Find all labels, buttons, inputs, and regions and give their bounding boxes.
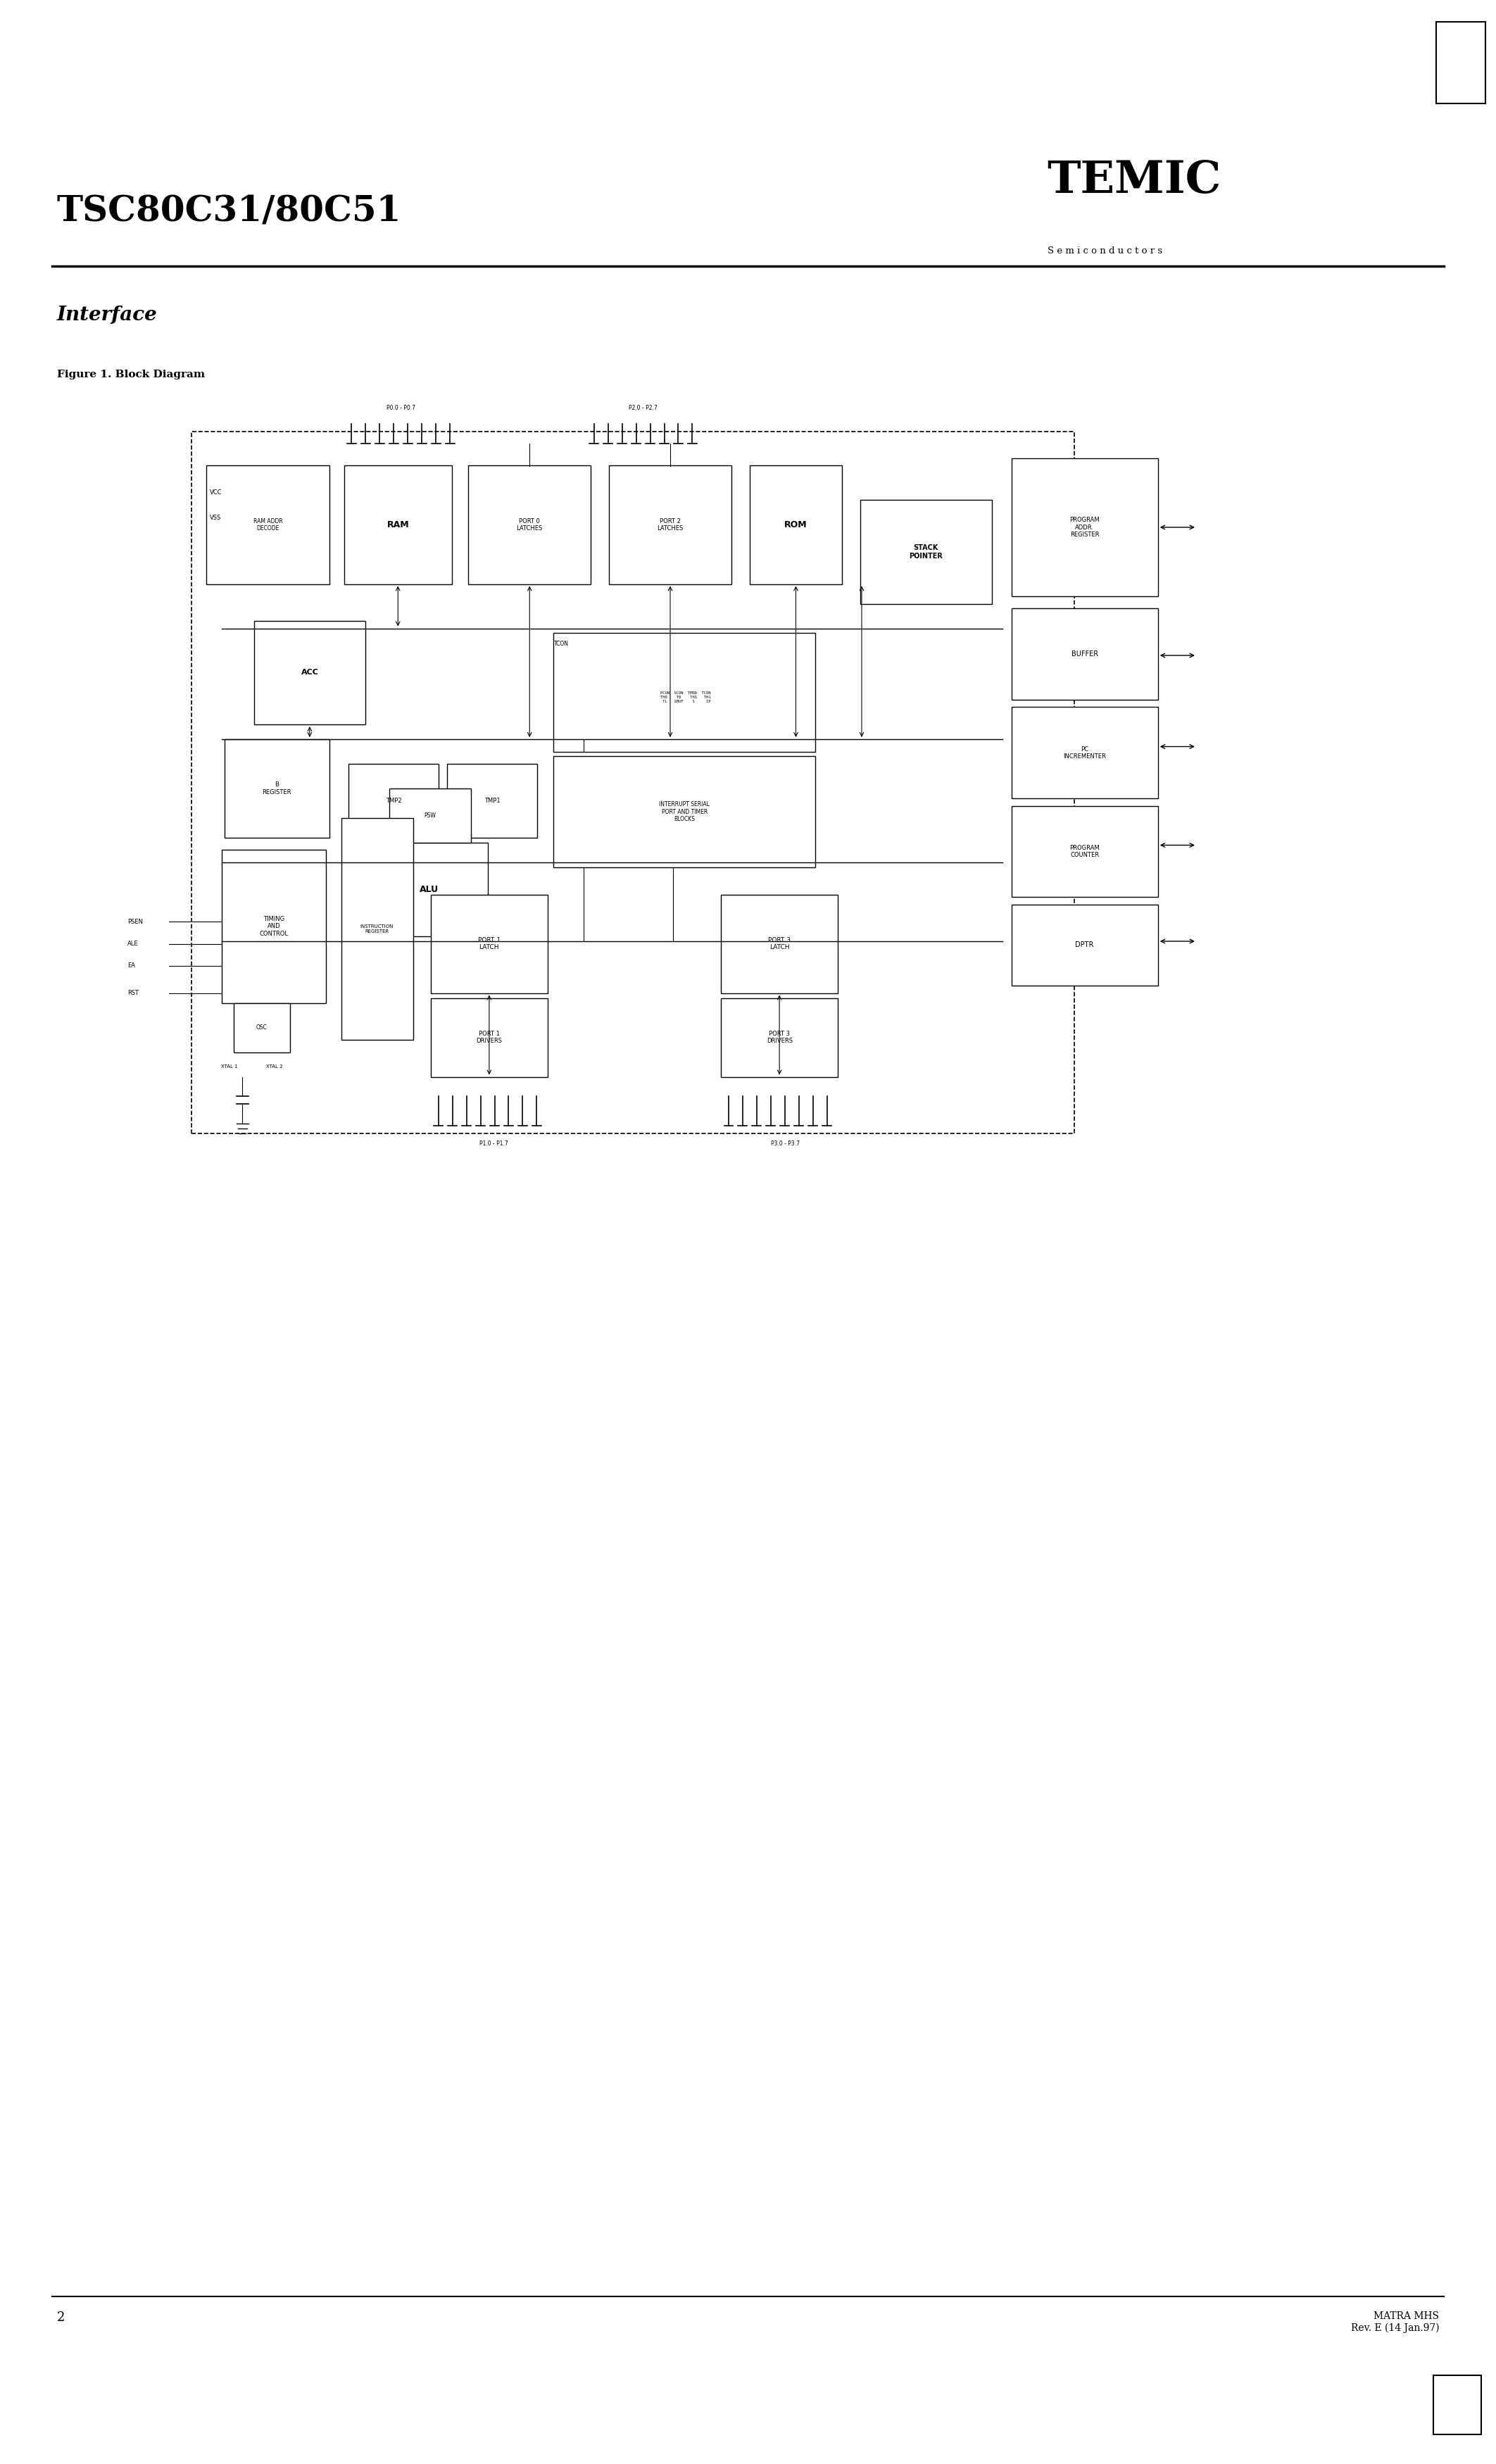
Bar: [221, 850, 326, 1003]
Text: TCON: TCON: [554, 641, 568, 648]
Text: P3.0 - P3.7: P3.0 - P3.7: [770, 1141, 800, 1148]
Text: PC
INCREMENTER: PC INCREMENTER: [1064, 747, 1106, 759]
Text: RAM ADDR
DECODE: RAM ADDR DECODE: [253, 517, 283, 532]
Text: P1.0 - P1.7: P1.0 - P1.7: [479, 1141, 509, 1148]
Text: 2: 2: [57, 2311, 64, 2324]
Text: PCON  SCON  TMOD  TCON
TH0    T0    TH1   TH1
 TL   SBUF    S     IP: PCON SCON TMOD TCON TH0 T0 TH1 TH1 TL SB…: [660, 692, 711, 702]
Text: RST: RST: [127, 991, 139, 995]
Text: TSC80C31/80C51: TSC80C31/80C51: [57, 195, 401, 229]
Bar: [233, 1003, 290, 1052]
Text: VSS: VSS: [209, 515, 221, 520]
Text: PORT 1
LATCH: PORT 1 LATCH: [477, 936, 501, 951]
Bar: [1011, 904, 1158, 986]
Bar: [554, 633, 815, 752]
Text: PORT 2
LATCHES: PORT 2 LATCHES: [657, 517, 684, 532]
Bar: [468, 466, 591, 584]
Text: INSTRUCTION
REGISTER: INSTRUCTION REGISTER: [361, 924, 393, 934]
Bar: [371, 843, 488, 936]
Text: EA: EA: [127, 963, 135, 968]
Text: PROGRAM
COUNTER: PROGRAM COUNTER: [1070, 845, 1100, 857]
Bar: [344, 466, 452, 584]
Text: Interface: Interface: [57, 306, 157, 325]
Text: PROGRAM
ADDR.
REGISTER: PROGRAM ADDR. REGISTER: [1070, 517, 1100, 537]
Bar: [1011, 806, 1158, 897]
Text: TEMIC: TEMIC: [1047, 160, 1221, 202]
Bar: [431, 998, 548, 1077]
Text: PORT 3
LATCH: PORT 3 LATCH: [767, 936, 791, 951]
Text: PORT 3
DRIVERS: PORT 3 DRIVERS: [766, 1030, 793, 1045]
Text: TIMING
AND
CONTROL: TIMING AND CONTROL: [259, 917, 289, 936]
Bar: [341, 818, 413, 1040]
Bar: [206, 466, 329, 584]
Bar: [1011, 707, 1158, 798]
Text: PORT 1
DRIVERS: PORT 1 DRIVERS: [476, 1030, 503, 1045]
Bar: [349, 764, 438, 838]
Text: Figure 1. Block Diagram: Figure 1. Block Diagram: [57, 370, 205, 379]
Bar: [721, 894, 838, 993]
Text: B
REGISTER: B REGISTER: [262, 781, 292, 796]
Text: TMP2: TMP2: [386, 798, 401, 803]
Text: ALU: ALU: [420, 885, 438, 894]
Text: XTAL 1: XTAL 1: [221, 1064, 238, 1069]
Text: OSC: OSC: [256, 1025, 268, 1030]
Text: STACK
POINTER: STACK POINTER: [910, 545, 942, 559]
Bar: [389, 788, 471, 843]
Text: PORT 0
LATCHES: PORT 0 LATCHES: [516, 517, 543, 532]
Text: ALE: ALE: [127, 941, 138, 946]
Text: P2.0 - P2.7: P2.0 - P2.7: [628, 404, 658, 411]
Text: P0.0 - P0.7: P0.0 - P0.7: [386, 404, 416, 411]
Text: S e m i c o n d u c t o r s: S e m i c o n d u c t o r s: [1047, 246, 1162, 256]
Text: ROM: ROM: [784, 520, 808, 530]
Bar: [1011, 458, 1158, 596]
Text: XTAL 2: XTAL 2: [266, 1064, 283, 1069]
Text: VCC: VCC: [209, 490, 221, 495]
Text: INTERRUPT SERIAL
PORT AND TIMER
BLOCKS: INTERRUPT SERIAL PORT AND TIMER BLOCKS: [660, 801, 709, 823]
Bar: [1433, 2375, 1481, 2434]
Text: PSEN: PSEN: [127, 919, 142, 924]
Text: TMP1: TMP1: [485, 798, 500, 803]
Bar: [609, 466, 732, 584]
Text: RAM: RAM: [387, 520, 408, 530]
Bar: [191, 431, 1074, 1133]
Bar: [721, 998, 838, 1077]
Bar: [431, 894, 548, 993]
Bar: [224, 739, 329, 838]
Bar: [1011, 609, 1158, 700]
Bar: [447, 764, 537, 838]
Bar: [254, 621, 365, 724]
Text: PSW: PSW: [425, 813, 435, 818]
Text: DPTR: DPTR: [1076, 941, 1094, 949]
Text: ACC: ACC: [301, 670, 319, 675]
Bar: [860, 500, 992, 604]
Bar: [749, 466, 842, 584]
Text: MATRA MHS
Rev. E (14 Jan.97): MATRA MHS Rev. E (14 Jan.97): [1351, 2311, 1439, 2333]
Bar: [554, 756, 815, 867]
Bar: [1436, 22, 1486, 103]
Text: BUFFER: BUFFER: [1071, 650, 1098, 658]
